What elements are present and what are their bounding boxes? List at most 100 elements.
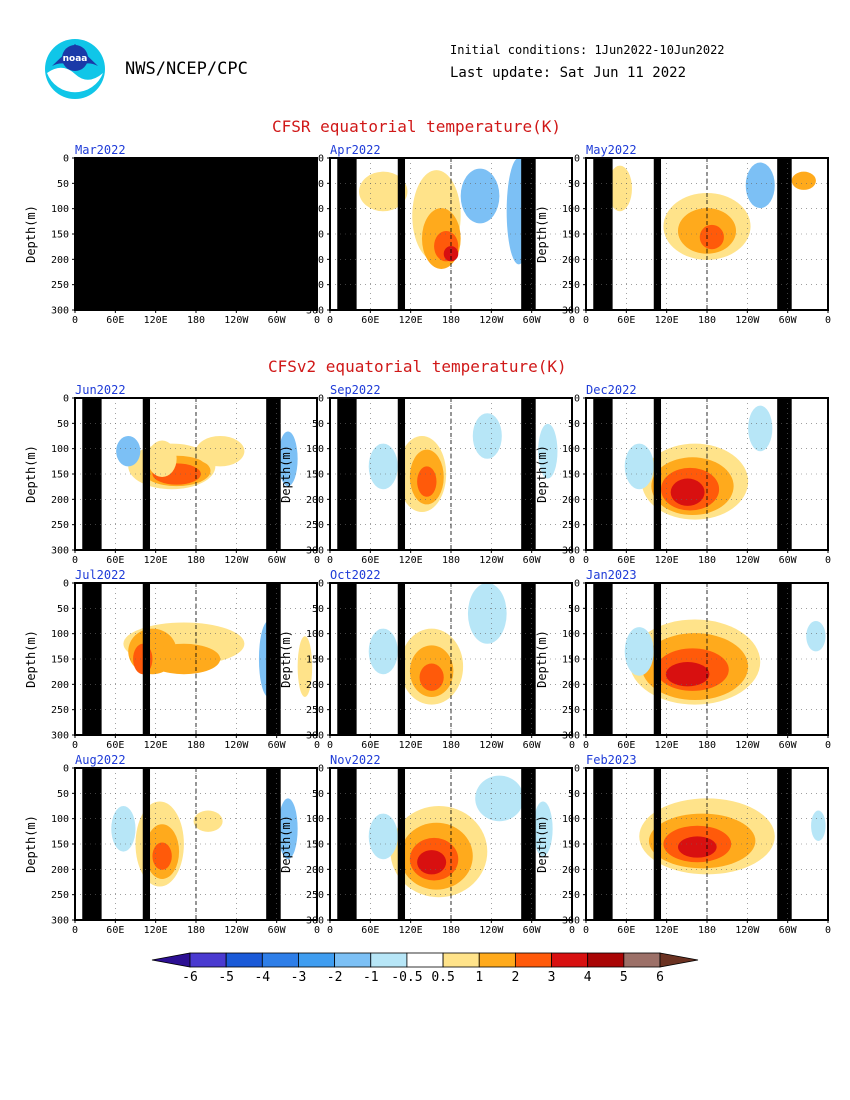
x-tick-label: 120W: [735, 315, 760, 326]
panel-title-feb2023: Feb2023: [586, 753, 637, 767]
x-tick-label: 120W: [735, 740, 760, 751]
x-tick-label: 180: [698, 555, 716, 566]
x-tick-label: 120W: [735, 925, 760, 936]
y-tick-label: 300: [562, 731, 580, 742]
agency-name: NWS/NCEP/CPC: [125, 59, 248, 79]
x-tick-label: 120E: [399, 925, 423, 936]
land-mask: [521, 158, 536, 310]
y-tick-label: 300: [306, 916, 324, 927]
anomaly-contour: [791, 171, 816, 190]
land-mask: [653, 398, 662, 550]
anomaly-contour: [811, 810, 826, 841]
y-tick-label: 150: [51, 230, 69, 241]
x-tick-label: 120E: [655, 740, 679, 751]
x-tick-label: 0: [825, 925, 831, 936]
y-tick-label: 100: [562, 204, 580, 215]
y-tick-label: 300: [306, 731, 324, 742]
x-tick-label: 120W: [479, 925, 504, 936]
anomaly-contour: [748, 405, 773, 452]
y-tick-label: 100: [306, 814, 324, 825]
colorbar-label: -4: [254, 970, 270, 985]
x-tick-label: 0: [583, 315, 589, 326]
colorbar-label: 0.5: [431, 970, 454, 985]
anomaly-contour: [417, 850, 447, 875]
x-tick-label: 60W: [779, 555, 798, 566]
colorbar-swatch: [587, 952, 625, 968]
panel-shading: [330, 158, 572, 310]
x-tick-label: 60E: [617, 555, 635, 566]
x-tick-label: 120E: [144, 555, 168, 566]
y-tick-label: 0: [574, 394, 580, 405]
land-mask: [521, 398, 536, 550]
y-tick-label: 0: [318, 579, 324, 590]
y-tick-label: 150: [306, 230, 324, 241]
y-tick-label: 50: [312, 179, 324, 190]
x-tick-label: 120E: [655, 315, 679, 326]
y-tick-label: 250: [51, 280, 69, 291]
panel-title-nov2022: Nov2022: [330, 753, 381, 767]
x-tick-label: 120E: [399, 555, 423, 566]
x-tick-label: 120W: [224, 555, 249, 566]
x-tick-label: 60E: [617, 925, 635, 936]
land-mask: [593, 768, 613, 920]
y-axis-label: Depth(m): [24, 630, 38, 688]
y-tick-label: 50: [568, 179, 580, 190]
y-tick-label: 300: [562, 546, 580, 557]
land-mask: [777, 398, 792, 550]
x-tick-label: 120E: [144, 925, 168, 936]
y-tick-label: 200: [562, 865, 580, 876]
y-tick-label: 250: [306, 890, 324, 901]
y-tick-label: 200: [306, 255, 324, 266]
anomaly-contour: [116, 436, 141, 467]
y-tick-label: 150: [562, 840, 580, 851]
colorbar-label: -6: [182, 970, 198, 985]
cfsr-section-title: CFSR equatorial temperature(K): [272, 117, 561, 136]
y-tick-label: 250: [306, 520, 324, 531]
anomaly-contour: [607, 165, 632, 212]
land-mask: [653, 158, 662, 310]
colorbar-label: -3: [291, 970, 307, 985]
colorbar-swatch: [514, 952, 552, 968]
y-tick-label: 50: [57, 604, 69, 615]
y-tick-label: 150: [562, 470, 580, 481]
x-tick-label: 60W: [268, 740, 287, 751]
panel-shading: [75, 398, 317, 550]
land-mask: [337, 768, 357, 920]
x-tick-label: 60W: [268, 315, 287, 326]
x-tick-label: 0: [825, 555, 831, 566]
y-tick-label: 0: [63, 764, 69, 775]
colorbar-label: 3: [548, 970, 556, 985]
anomaly-contour: [624, 443, 654, 490]
x-tick-label: 0: [327, 555, 333, 566]
land-mask: [82, 768, 102, 920]
anomaly-contour: [278, 431, 298, 487]
y-tick-label: 100: [51, 814, 69, 825]
land-mask: [521, 768, 536, 920]
colorbar: -6 -5 -4 -3 -2 -1 -0.5 0.5 1 2 3 4 5 6: [151, 952, 699, 985]
x-tick-label: 60W: [523, 925, 542, 936]
anomaly-contour: [806, 621, 826, 652]
panel-title-may2022: May2022: [586, 143, 637, 157]
y-tick-label: 100: [51, 629, 69, 640]
y-tick-label: 200: [51, 495, 69, 506]
y-axis-label: Depth(m): [535, 205, 549, 263]
y-tick-label: 150: [51, 470, 69, 481]
panel-shading: [586, 398, 828, 550]
colorbar-max-arrow: [659, 952, 699, 968]
colorbar-label: 5: [620, 970, 628, 985]
y-tick-label: 300: [51, 306, 69, 317]
panel-shading: [75, 768, 317, 920]
y-tick-label: 300: [306, 546, 324, 557]
panel-shading: [330, 768, 572, 920]
x-tick-label: 0: [314, 315, 320, 326]
land-mask: [337, 398, 357, 550]
land-mask: [82, 398, 102, 550]
land-mask: [266, 398, 281, 550]
y-tick-label: 150: [306, 470, 324, 481]
y-tick-label: 200: [51, 680, 69, 691]
land-mask: [337, 583, 357, 735]
y-tick-label: 300: [51, 731, 69, 742]
land-mask: [777, 583, 792, 735]
panel-shading: [330, 398, 572, 550]
